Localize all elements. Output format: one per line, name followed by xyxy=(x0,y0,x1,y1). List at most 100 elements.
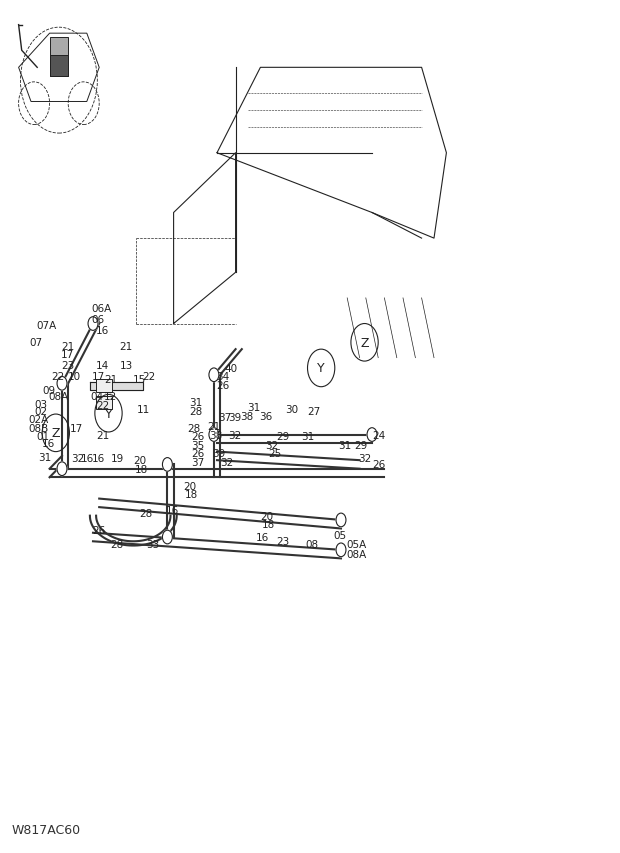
Text: 23: 23 xyxy=(276,537,289,547)
Text: 25: 25 xyxy=(268,449,281,459)
Text: 19: 19 xyxy=(110,454,123,464)
Circle shape xyxy=(57,377,67,391)
Text: 11: 11 xyxy=(136,404,149,415)
Bar xyxy=(96,380,112,392)
Polygon shape xyxy=(90,382,143,391)
Text: 38: 38 xyxy=(241,411,254,421)
Circle shape xyxy=(367,428,377,442)
Text: Y: Y xyxy=(105,407,112,421)
Text: 20: 20 xyxy=(183,481,196,491)
Text: 36: 36 xyxy=(259,411,272,421)
Text: 02: 02 xyxy=(34,407,47,417)
Text: 15: 15 xyxy=(133,374,146,385)
Text: 06: 06 xyxy=(92,315,105,325)
Circle shape xyxy=(209,368,219,382)
Circle shape xyxy=(336,543,346,557)
Text: 28: 28 xyxy=(140,508,153,519)
Text: 05: 05 xyxy=(334,531,347,541)
Text: 27: 27 xyxy=(307,406,320,416)
Text: 17: 17 xyxy=(92,372,105,382)
Text: 20: 20 xyxy=(133,456,146,466)
Text: 20: 20 xyxy=(260,511,273,521)
Text: 26: 26 xyxy=(191,449,204,459)
Text: 37: 37 xyxy=(218,413,231,423)
Text: 21: 21 xyxy=(96,430,109,440)
Text: 32: 32 xyxy=(71,454,84,464)
Text: 22: 22 xyxy=(143,372,156,382)
Circle shape xyxy=(162,531,172,544)
Text: 21: 21 xyxy=(104,374,117,385)
Text: 31: 31 xyxy=(38,452,51,462)
Text: 18: 18 xyxy=(262,519,275,530)
Text: 17: 17 xyxy=(61,350,74,360)
Text: 08A: 08A xyxy=(48,392,69,402)
Text: 01: 01 xyxy=(36,432,49,442)
Text: 31: 31 xyxy=(189,397,202,408)
Text: Z: Z xyxy=(51,426,60,440)
Text: Z: Z xyxy=(360,336,369,350)
Text: 09: 09 xyxy=(42,386,55,396)
Text: 16: 16 xyxy=(42,438,55,449)
Text: 17: 17 xyxy=(69,423,82,433)
Text: 29: 29 xyxy=(355,440,368,450)
Text: 26: 26 xyxy=(216,380,229,391)
Text: 29: 29 xyxy=(276,432,289,442)
Text: W817AC60: W817AC60 xyxy=(11,823,80,836)
Text: 06A: 06A xyxy=(92,304,112,314)
Text: 16: 16 xyxy=(81,454,94,464)
Polygon shape xyxy=(50,38,68,77)
Polygon shape xyxy=(50,55,68,77)
Text: 18: 18 xyxy=(135,464,148,474)
Text: 07A: 07A xyxy=(36,321,56,331)
Text: 16: 16 xyxy=(96,326,109,336)
Text: 04: 04 xyxy=(90,392,103,402)
Circle shape xyxy=(336,514,346,527)
Text: 31: 31 xyxy=(247,403,260,413)
Circle shape xyxy=(209,428,219,442)
Text: 18: 18 xyxy=(185,490,198,500)
Text: 31: 31 xyxy=(338,440,351,450)
Text: 05A: 05A xyxy=(346,539,366,549)
Text: 02A: 02A xyxy=(28,415,48,425)
Text: 07: 07 xyxy=(30,338,43,348)
Text: 28: 28 xyxy=(189,406,202,416)
Circle shape xyxy=(88,317,98,331)
Text: 39: 39 xyxy=(228,413,241,423)
Circle shape xyxy=(162,458,172,472)
Text: 24: 24 xyxy=(372,430,385,440)
Text: 08: 08 xyxy=(305,539,318,549)
Text: 33: 33 xyxy=(146,539,159,549)
Text: 16: 16 xyxy=(166,505,179,515)
Text: 35: 35 xyxy=(191,440,204,450)
Text: 32: 32 xyxy=(220,457,233,467)
Text: 26: 26 xyxy=(372,460,385,470)
Text: 31: 31 xyxy=(301,432,314,442)
Text: 16: 16 xyxy=(92,454,105,464)
Text: 32: 32 xyxy=(358,454,371,464)
Text: 22: 22 xyxy=(51,372,64,382)
Text: 21: 21 xyxy=(120,341,133,351)
Text: 08A: 08A xyxy=(346,549,366,560)
Text: 10: 10 xyxy=(68,372,81,382)
Text: 40: 40 xyxy=(224,363,237,374)
Text: 26: 26 xyxy=(191,432,204,442)
Text: 28: 28 xyxy=(187,423,200,433)
Text: 14: 14 xyxy=(96,360,109,370)
Text: 16: 16 xyxy=(255,532,268,543)
Text: 03: 03 xyxy=(34,399,47,409)
Text: 08B: 08B xyxy=(28,423,48,433)
Text: 37: 37 xyxy=(191,457,204,467)
Text: 38: 38 xyxy=(210,430,223,440)
Circle shape xyxy=(57,462,67,476)
Text: 30: 30 xyxy=(285,404,298,415)
Text: 22: 22 xyxy=(96,400,109,410)
Text: Y: Y xyxy=(317,362,325,375)
Text: 28: 28 xyxy=(110,539,123,549)
Text: 32: 32 xyxy=(228,430,241,440)
Text: 39: 39 xyxy=(212,449,225,459)
Text: 34: 34 xyxy=(216,372,229,382)
Text: 32: 32 xyxy=(265,440,278,450)
Text: 23: 23 xyxy=(61,360,74,370)
Text: 26: 26 xyxy=(92,525,105,536)
Text: 13: 13 xyxy=(120,360,133,370)
